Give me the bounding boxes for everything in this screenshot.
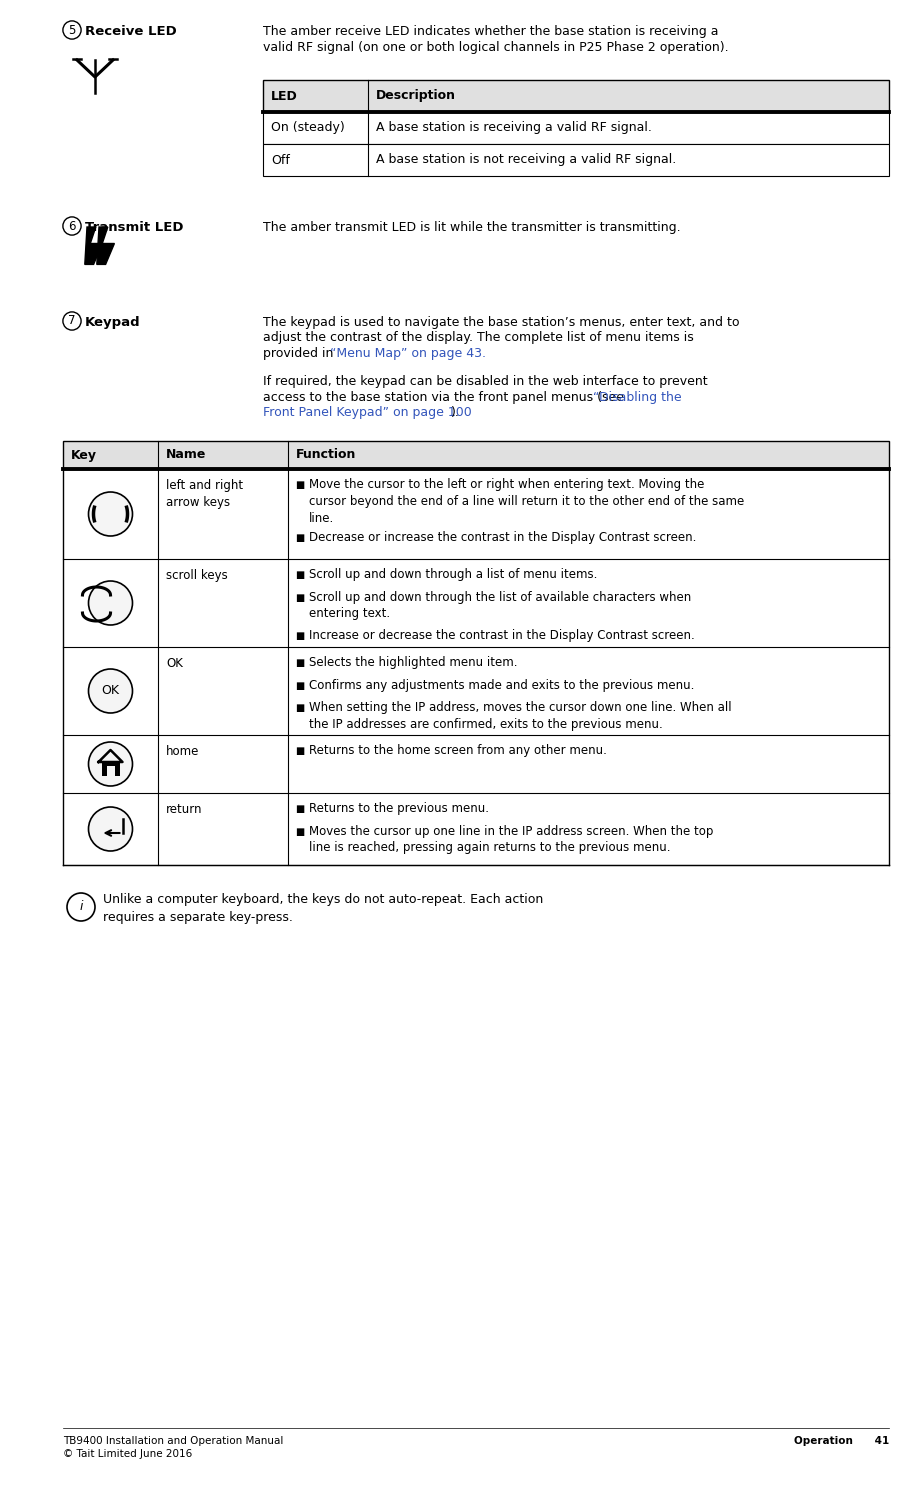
Text: ■: ■ bbox=[295, 702, 304, 713]
Text: 7: 7 bbox=[68, 315, 76, 328]
Text: i: i bbox=[79, 901, 83, 914]
Text: The keypad is used to navigate the base station’s menus, enter text, and to: The keypad is used to navigate the base … bbox=[263, 316, 740, 330]
Text: Returns to the home screen from any other menu.: Returns to the home screen from any othe… bbox=[309, 744, 607, 757]
Text: A base station is receiving a valid RF signal.: A base station is receiving a valid RF s… bbox=[376, 121, 652, 134]
Text: Returns to the previous menu.: Returns to the previous menu. bbox=[309, 802, 489, 816]
Text: ■: ■ bbox=[295, 631, 304, 641]
Circle shape bbox=[88, 492, 133, 535]
Text: left and right
arrow keys: left and right arrow keys bbox=[166, 479, 243, 508]
Bar bbox=[263, 112, 889, 145]
Text: valid RF signal (on one or both logical channels in P25 Phase 2 operation).: valid RF signal (on one or both logical … bbox=[263, 40, 729, 54]
Circle shape bbox=[88, 581, 133, 625]
Text: A base station is not receiving a valid RF signal.: A base station is not receiving a valid … bbox=[376, 154, 676, 167]
Text: “Menu Map” on page 43.: “Menu Map” on page 43. bbox=[330, 347, 486, 359]
Text: TB9400 Installation and Operation Manual: TB9400 Installation and Operation Manual bbox=[63, 1436, 284, 1446]
Polygon shape bbox=[97, 227, 114, 264]
Text: ■: ■ bbox=[295, 658, 304, 668]
Circle shape bbox=[88, 743, 133, 786]
Text: Receive LED: Receive LED bbox=[85, 25, 177, 37]
Text: adjust the contrast of the display. The complete list of menu items is: adjust the contrast of the display. The … bbox=[263, 331, 694, 344]
Text: Name: Name bbox=[166, 449, 206, 462]
Text: ■: ■ bbox=[295, 570, 304, 580]
Text: Confirms any adjustments made and exits to the previous menu.: Confirms any adjustments made and exits … bbox=[309, 678, 694, 692]
Text: Front Panel Keypad” on page 100: Front Panel Keypad” on page 100 bbox=[263, 406, 472, 419]
Bar bbox=[107, 766, 114, 775]
Text: Off: Off bbox=[271, 154, 290, 167]
Text: “Disabling the: “Disabling the bbox=[593, 391, 682, 404]
Text: Function: Function bbox=[296, 449, 356, 462]
Text: The amber transmit LED is lit while the transmitter is transmitting.: The amber transmit LED is lit while the … bbox=[263, 221, 681, 234]
Text: ■: ■ bbox=[295, 746, 304, 756]
Text: ■: ■ bbox=[295, 680, 304, 690]
Text: When setting the IP address, moves the cursor down one line. When all
the IP add: When setting the IP address, moves the c… bbox=[309, 701, 731, 731]
Polygon shape bbox=[85, 227, 102, 264]
Text: Keypad: Keypad bbox=[85, 316, 141, 330]
Circle shape bbox=[88, 669, 133, 713]
Text: ■: ■ bbox=[295, 534, 304, 544]
Text: return: return bbox=[166, 804, 203, 816]
Text: Increase or decrease the contrast in the Display Contrast screen.: Increase or decrease the contrast in the… bbox=[309, 629, 694, 641]
Text: On (steady): On (steady) bbox=[271, 121, 344, 134]
Text: If required, the keypad can be disabled in the web interface to prevent: If required, the keypad can be disabled … bbox=[263, 376, 707, 388]
Text: ).: ). bbox=[451, 406, 460, 419]
Bar bbox=[263, 145, 889, 176]
Bar bbox=[63, 470, 889, 559]
Bar bbox=[101, 762, 120, 775]
Text: LED: LED bbox=[271, 89, 297, 103]
Text: Operation      41: Operation 41 bbox=[794, 1436, 889, 1446]
Text: provided in: provided in bbox=[263, 347, 337, 359]
Text: ■: ■ bbox=[295, 480, 304, 491]
Circle shape bbox=[67, 893, 95, 921]
Bar bbox=[63, 559, 889, 647]
Text: Selects the highlighted menu item.: Selects the highlighted menu item. bbox=[309, 656, 518, 669]
Text: scroll keys: scroll keys bbox=[166, 570, 227, 581]
Bar bbox=[63, 735, 889, 793]
Bar bbox=[263, 81, 889, 112]
Text: ■: ■ bbox=[295, 826, 304, 836]
Text: access to the base station via the front panel menus (see: access to the base station via the front… bbox=[263, 391, 628, 404]
Text: 6: 6 bbox=[68, 219, 76, 233]
Text: ■: ■ bbox=[295, 804, 304, 814]
Text: home: home bbox=[166, 746, 199, 757]
Text: Scroll up and down through the list of available characters when
entering text.: Scroll up and down through the list of a… bbox=[309, 590, 692, 620]
Text: Moves the cursor up one line in the IP address screen. When the top
line is reac: Moves the cursor up one line in the IP a… bbox=[309, 825, 714, 854]
Text: © Tait Limited June 2016: © Tait Limited June 2016 bbox=[63, 1449, 192, 1460]
Text: Decrease or increase the contrast in the Display Contrast screen.: Decrease or increase the contrast in the… bbox=[309, 531, 696, 544]
Text: Key: Key bbox=[71, 449, 97, 462]
Text: Move the cursor to the left or right when entering text. Moving the
cursor beyon: Move the cursor to the left or right whe… bbox=[309, 479, 744, 525]
Circle shape bbox=[88, 807, 133, 851]
Bar bbox=[263, 81, 889, 112]
Bar bbox=[63, 441, 889, 470]
Bar bbox=[63, 647, 889, 735]
Text: OK: OK bbox=[166, 658, 183, 669]
Text: 5: 5 bbox=[68, 24, 76, 36]
Text: Transmit LED: Transmit LED bbox=[85, 221, 183, 234]
Text: Description: Description bbox=[376, 89, 456, 103]
Text: Unlike a computer keyboard, the keys do not auto-repeat. Each action
requires a : Unlike a computer keyboard, the keys do … bbox=[103, 893, 543, 924]
Text: OK: OK bbox=[101, 684, 120, 698]
Bar bbox=[63, 441, 889, 470]
Text: ■: ■ bbox=[295, 592, 304, 602]
Text: Scroll up and down through a list of menu items.: Scroll up and down through a list of men… bbox=[309, 568, 598, 581]
Bar bbox=[63, 793, 889, 865]
Text: The amber receive LED indicates whether the base station is receiving a: The amber receive LED indicates whether … bbox=[263, 25, 718, 37]
